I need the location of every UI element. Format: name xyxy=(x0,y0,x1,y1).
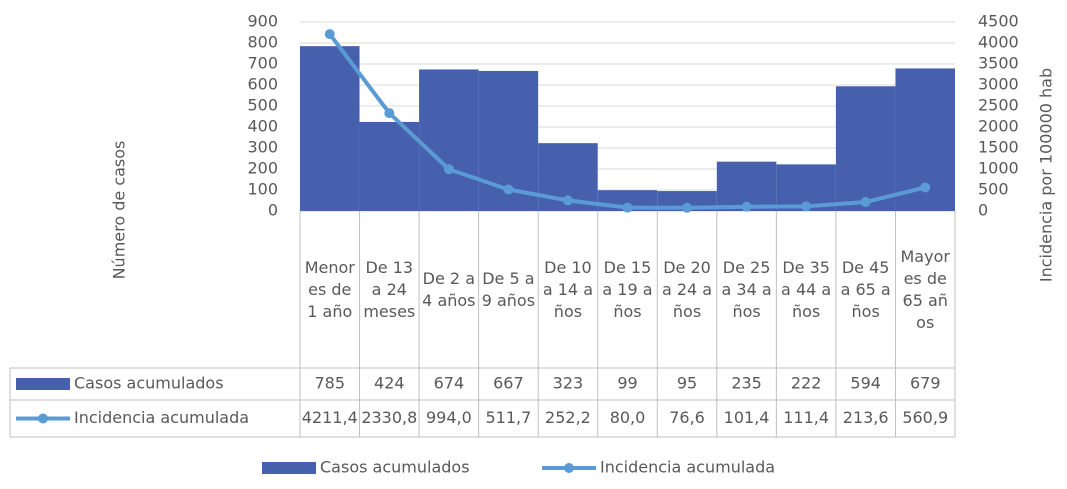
line-marker xyxy=(384,108,395,119)
y-tick-label: 200 xyxy=(247,159,278,178)
y-tick-label: 600 xyxy=(247,75,278,94)
line-marker xyxy=(860,197,871,208)
category-label: De 13 a 24 meses xyxy=(363,257,416,321)
y-tick-label: 300 xyxy=(247,138,278,157)
table-value: 235 xyxy=(731,374,762,393)
y2-tick-label: 3500 xyxy=(978,54,1019,73)
bar xyxy=(419,69,479,212)
bar xyxy=(835,86,896,211)
line-marker xyxy=(920,182,931,193)
table-legend-symbol xyxy=(16,378,70,390)
y2-tick-label: 4000 xyxy=(978,33,1019,52)
category-label: De 35 a 44 años xyxy=(781,257,832,321)
y-tick-label: 0 xyxy=(268,201,278,220)
y2-tick-label: 500 xyxy=(978,180,1009,199)
y-tick-label: 800 xyxy=(247,33,278,52)
line-marker xyxy=(741,201,752,212)
legend-symbol xyxy=(564,463,574,473)
y-tick-label: 100 xyxy=(247,180,278,199)
category-label: De 20 a 24 años xyxy=(661,257,713,321)
bar xyxy=(300,46,360,212)
table-value: 679 xyxy=(910,374,941,393)
y2-tick-label: 2500 xyxy=(978,96,1019,115)
table-row-header: Incidencia acumulada xyxy=(74,408,249,427)
line-marker xyxy=(324,29,335,40)
line-marker xyxy=(682,202,693,213)
y2-tick-label: 4500 xyxy=(978,12,1019,31)
table-value: 511,7 xyxy=(486,408,532,427)
line-marker xyxy=(443,164,454,175)
table-value: 101,4 xyxy=(724,408,770,427)
table-value: 667 xyxy=(493,374,524,393)
category-label: De 25 a 34 años xyxy=(721,257,772,321)
y2-tick-label: 3000 xyxy=(978,75,1019,94)
category-label: De 5 a 9 años xyxy=(481,268,536,310)
category-label: Menores de 1 año xyxy=(304,257,355,321)
legend-label: Incidencia acumulada xyxy=(600,458,775,477)
y-tick-label: 500 xyxy=(247,96,278,115)
line-marker xyxy=(622,202,633,213)
category-label: De 2 a 4 años xyxy=(422,268,476,310)
table-value: 95 xyxy=(677,374,697,393)
y-tick-label: 900 xyxy=(247,12,278,31)
y2-axis-title: Incidencia por 100000 hab xyxy=(1037,68,1056,282)
table-value: 560,9 xyxy=(902,408,948,427)
table-value: 222 xyxy=(791,374,822,393)
table-value: 99 xyxy=(617,374,637,393)
table-value: 4211,4 xyxy=(302,408,358,427)
y2-tick-label: 1500 xyxy=(978,138,1019,157)
y2-tick-label: 1000 xyxy=(978,159,1019,178)
table-value: 2330,8 xyxy=(361,408,417,427)
table-value: 252,2 xyxy=(545,408,591,427)
table-value: 213,6 xyxy=(843,408,889,427)
y2-tick-label: 2000 xyxy=(978,117,1019,136)
category-label: De 45 a 65 años xyxy=(840,257,891,321)
bar xyxy=(359,121,420,211)
legend-symbol xyxy=(262,462,316,474)
y-axis-title: Número de casos xyxy=(110,141,129,280)
table-value: 323 xyxy=(553,374,584,393)
table-value: 76,6 xyxy=(669,408,705,427)
table-value: 594 xyxy=(850,374,881,393)
table-value: 785 xyxy=(314,374,345,393)
table-value: 674 xyxy=(434,374,465,393)
category-label: De 15 a 19 años xyxy=(602,257,653,321)
table-value: 994,0 xyxy=(426,408,472,427)
line-marker xyxy=(562,195,573,206)
category-label: De 10 a 14 años xyxy=(542,257,593,321)
table-value: 111,4 xyxy=(783,408,829,427)
y-tick-label: 700 xyxy=(247,54,278,73)
y2-tick-label: 0 xyxy=(978,201,988,220)
legend-label: Casos acumulados xyxy=(320,458,470,477)
table-legend-symbol xyxy=(38,413,48,424)
table-value: 80,0 xyxy=(610,408,646,427)
line-marker xyxy=(801,201,812,212)
table-row-header: Casos acumulados xyxy=(74,374,224,393)
category-label: Mayores de 65 años xyxy=(900,246,950,332)
line-marker xyxy=(503,184,514,195)
y-tick-label: 400 xyxy=(247,117,278,136)
table-value: 424 xyxy=(374,374,405,393)
